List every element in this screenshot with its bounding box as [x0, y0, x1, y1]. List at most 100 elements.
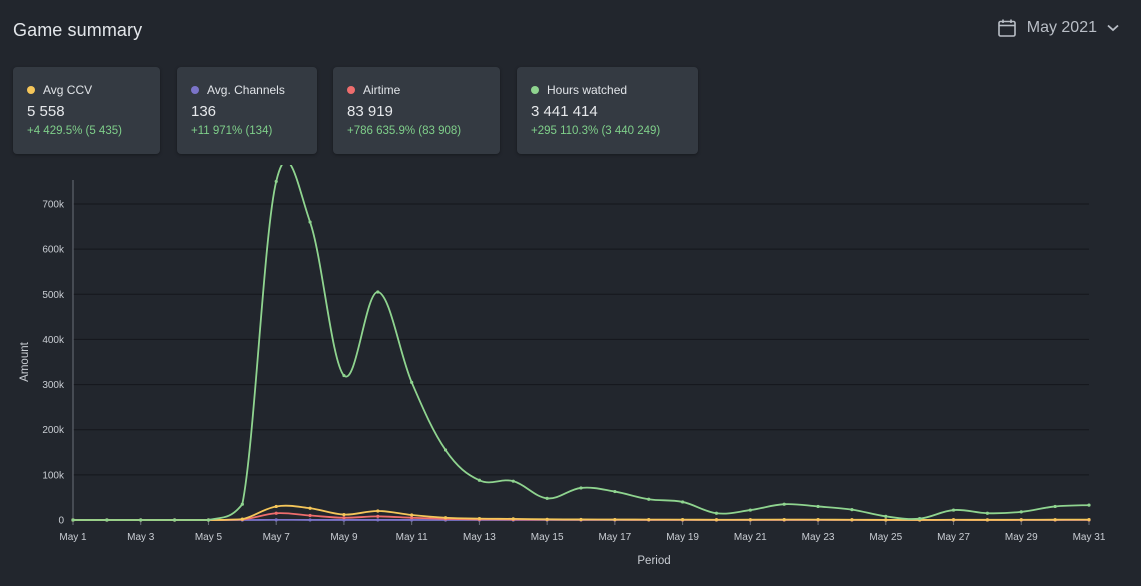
x-tick-label: May 3	[127, 532, 155, 543]
x-axis-label: Period	[637, 555, 670, 567]
card-delta: +11 971% (134)	[191, 125, 273, 137]
card-value: 5 558	[27, 103, 65, 120]
data-point	[782, 502, 786, 506]
data-point	[511, 517, 515, 521]
data-point	[342, 512, 346, 517]
legend-dot	[531, 86, 539, 94]
data-point	[410, 518, 414, 522]
legend-dot	[347, 86, 355, 94]
data-point	[918, 517, 922, 521]
data-point	[613, 517, 617, 522]
data-point	[647, 517, 651, 522]
card-airtime[interactable]: Airtime 83 919 +786 635.9% (83 908)	[333, 67, 500, 154]
data-point	[545, 496, 549, 500]
data-point	[951, 508, 956, 512]
data-point	[342, 518, 346, 522]
data-point	[105, 518, 109, 522]
x-tick-label: May 15	[531, 532, 564, 543]
data-point	[1053, 518, 1057, 522]
data-point	[511, 479, 515, 483]
data-point	[376, 518, 380, 522]
data-point	[1019, 518, 1023, 522]
data-point	[613, 489, 617, 494]
data-point	[376, 514, 380, 518]
card-value: 83 919	[347, 103, 393, 120]
data-point	[647, 497, 651, 501]
y-tick-label: 300k	[42, 380, 65, 391]
chevron-down-icon	[1107, 24, 1119, 32]
data-point	[545, 517, 549, 521]
y-tick-label: 500k	[42, 290, 65, 301]
y-tick-label: 700k	[42, 200, 65, 211]
card-label: Hours watched	[531, 83, 627, 97]
card-avg-channels[interactable]: Avg. Channels 136 +11 971% (134)	[177, 67, 317, 154]
data-point	[443, 448, 448, 452]
series-line	[73, 504, 1090, 521]
data-point	[782, 517, 786, 522]
data-point	[410, 513, 414, 517]
data-point	[579, 517, 583, 522]
data-point	[173, 518, 177, 522]
data-point	[714, 518, 719, 522]
data-point	[376, 290, 380, 294]
data-point	[376, 509, 380, 513]
card-delta: +786 635.9% (83 908)	[347, 125, 462, 137]
data-point	[1053, 504, 1057, 509]
series-line	[73, 165, 1090, 521]
x-tick-label: May 23	[802, 532, 835, 543]
card-delta: +295 110.3% (3 440 249)	[531, 125, 661, 137]
data-point	[1087, 517, 1091, 522]
data-point	[308, 506, 312, 510]
x-tick-label: May 5	[195, 532, 223, 543]
page-title: Game summary	[13, 20, 143, 40]
data-point	[139, 518, 143, 522]
x-tick-label: May 9	[330, 532, 358, 543]
data-point	[951, 518, 956, 522]
card-label: Avg. Channels	[191, 83, 285, 97]
data-point	[274, 518, 278, 522]
x-tick-label: May 1	[59, 532, 87, 543]
data-point	[71, 518, 75, 522]
x-tick-label: May 17	[598, 532, 631, 543]
data-point	[342, 373, 346, 378]
data-point	[1019, 510, 1023, 514]
x-tick-label: May 25	[869, 532, 902, 543]
x-tick-label: May 27	[937, 532, 970, 543]
y-tick-label: 600k	[42, 245, 65, 256]
card-hours-watched[interactable]: Hours watched 3 441 414 +295 110.3% (3 4…	[517, 67, 698, 154]
period-label: May 2021	[1026, 19, 1097, 36]
data-point	[443, 516, 448, 520]
data-point	[748, 508, 752, 512]
card-label-text: Avg. Channels	[207, 83, 285, 97]
x-tick-label: May 13	[463, 532, 496, 543]
x-tick-label: May 31	[1073, 532, 1106, 543]
data-point	[342, 516, 346, 520]
y-axis-label: Amount	[19, 341, 31, 381]
period-picker[interactable]: May 2021	[997, 18, 1119, 38]
data-point	[850, 518, 854, 522]
data-point	[274, 504, 278, 509]
y-tick-label: 0	[58, 516, 64, 527]
x-tick-label: May 19	[666, 532, 699, 543]
data-point	[308, 518, 312, 522]
x-tick-label: May 21	[734, 532, 767, 543]
x-tick-label: May 11	[396, 532, 428, 543]
y-tick-label: 400k	[42, 335, 65, 346]
data-point	[240, 502, 244, 506]
data-point	[308, 513, 312, 518]
data-point	[850, 508, 854, 512]
data-point	[816, 504, 820, 509]
data-point	[410, 380, 414, 384]
data-point	[1087, 503, 1091, 507]
card-label-text: Hours watched	[547, 83, 628, 97]
card-avg-ccv[interactable]: Avg CCV 5 558 +4 429.5% (5 435)	[13, 67, 160, 154]
data-point	[884, 518, 888, 522]
data-point	[410, 516, 414, 520]
data-point	[308, 220, 312, 224]
card-value: 3 441 414	[531, 103, 598, 120]
data-point	[681, 500, 685, 504]
card-label-text: Airtime	[363, 83, 401, 97]
data-point	[985, 511, 990, 515]
card-value: 136	[191, 103, 217, 120]
legend-dot	[27, 86, 35, 94]
